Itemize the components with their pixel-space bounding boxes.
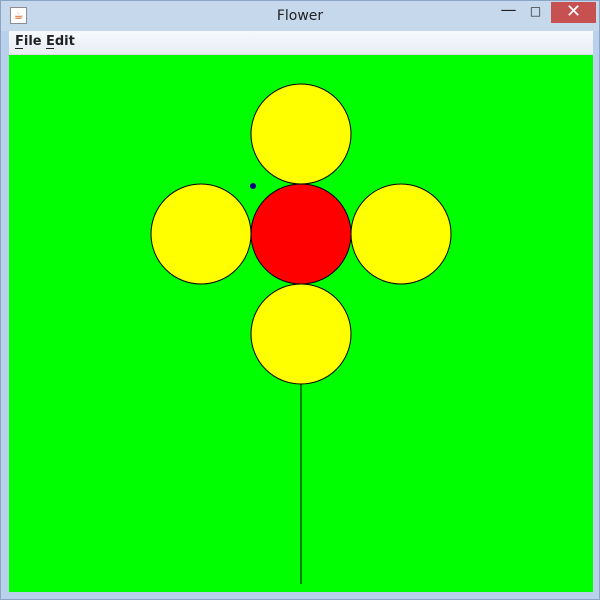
title-bar[interactable]: ☕ Flower — □ ✕ [1,1,599,31]
edit-menu-label: Edit [46,34,75,49]
close-button[interactable]: ✕ [551,2,596,23]
close-icon: ✕ [565,1,582,22]
java-cup-icon[interactable]: ☕ [10,7,27,24]
file-menu-label: File [15,34,42,49]
minimize-button[interactable]: — [495,2,522,23]
file-menu[interactable]: File [15,34,42,49]
flower-drawing [150,83,452,584]
edit-menu[interactable]: Edit [46,34,75,49]
window-title: Flower [276,8,324,24]
flower-petal-bottom [250,283,352,385]
drawing-canvas[interactable] [9,55,593,592]
menu-bar: File Edit [9,31,593,55]
minimize-icon: — [500,0,517,19]
maximize-button[interactable]: □ [522,2,549,23]
cursor-dot [250,183,256,189]
flower-petal-left [150,183,252,285]
edit-mnemonic-underline [46,48,54,49]
flower-petal-right [350,183,452,285]
flower-petal-top [250,83,352,185]
flower-center [250,183,352,285]
file-mnemonic-underline [15,48,23,49]
maximize-icon: □ [529,4,542,18]
